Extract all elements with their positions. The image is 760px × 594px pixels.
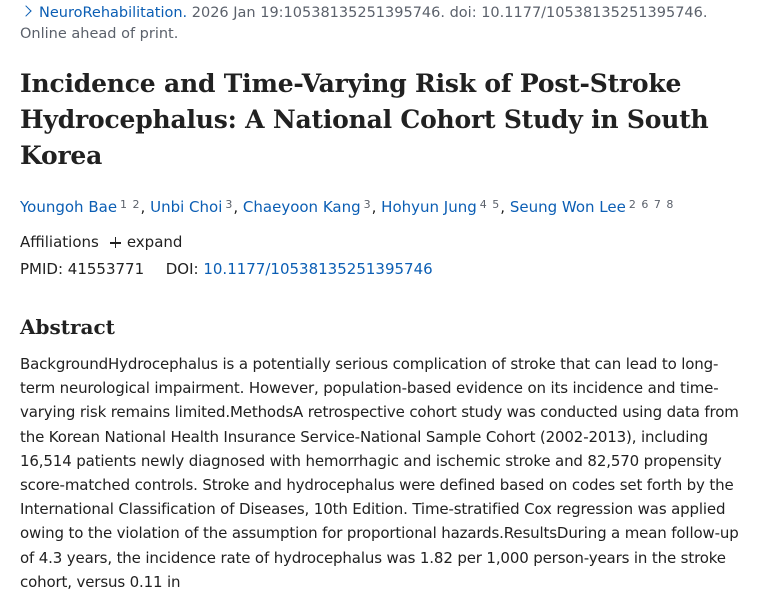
- author-affiliation-refs[interactable]: 2 6 7 8: [628, 198, 675, 211]
- chevron-right-icon: [20, 5, 32, 17]
- author-link[interactable]: Chaeyoon Kang: [242, 198, 361, 216]
- expand-label: expand: [126, 233, 183, 251]
- author-affiliation-refs[interactable]: 3: [225, 198, 234, 211]
- author-link[interactable]: Unbi Choi: [150, 198, 223, 216]
- author-affiliation-refs[interactable]: 4 5: [479, 198, 501, 211]
- citation-line: NeuroRehabilitation. 2026 Jan 19:1053813…: [20, 3, 740, 45]
- author-affiliation-refs[interactable]: 3: [363, 198, 372, 211]
- author-list: Youngoh Bae 1 2, Unbi Choi 3, Chaeyoon Kan…: [20, 198, 675, 216]
- affiliations-label: Affiliations: [20, 233, 99, 251]
- publication-status: Online ahead of print.: [20, 26, 179, 42]
- abstract-heading: Abstract: [20, 315, 115, 339]
- author-link[interactable]: Hohyun Jung: [381, 198, 477, 216]
- journal-link[interactable]: NeuroRehabilitation.: [20, 5, 187, 21]
- affiliations-toggle[interactable]: Affiliations expand: [20, 231, 182, 253]
- citation-details: 2026 Jan 19:10538135251395746. doi: 10.1…: [187, 5, 708, 21]
- author-link[interactable]: Seung Won Lee: [509, 198, 626, 216]
- doi-link[interactable]: 10.1177/10538135251395746: [203, 260, 433, 278]
- pmid-label: PMID:: [20, 260, 64, 278]
- author-affiliation-refs[interactable]: 1 2: [120, 198, 141, 211]
- plus-icon: [109, 237, 121, 248]
- doi-label: DOI:: [165, 260, 199, 278]
- identifiers: PMID: 41553771 DOI: 10.1177/105381352513…: [20, 258, 433, 280]
- article-title: Incidence and Time-Varying Risk of Post-…: [20, 69, 709, 170]
- journal-name: NeuroRehabilitation.: [39, 5, 188, 21]
- pmid-value: 41553771: [67, 260, 145, 278]
- abstract-text: BackgroundHydrocephalus is a potentially…: [20, 355, 739, 591]
- author-link[interactable]: Youngoh Bae: [20, 198, 118, 216]
